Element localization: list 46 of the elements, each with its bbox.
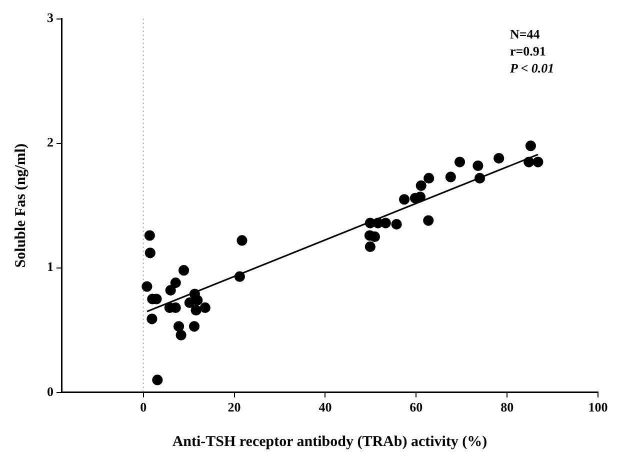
point — [200, 302, 210, 314]
point — [174, 321, 184, 332]
x-tick-label: 40 — [318, 400, 332, 415]
point — [192, 294, 203, 306]
point — [525, 140, 536, 152]
x-tick-label: 20 — [228, 400, 241, 415]
annotation: P < 0.01 — [510, 60, 554, 76]
point — [236, 235, 248, 246]
point — [380, 218, 391, 228]
point — [474, 172, 486, 184]
y-tick-label: 1 — [47, 259, 54, 274]
x-axis-title: Anti-TSH receptor antibody (TRAb) activity (%) — [172, 434, 488, 450]
point — [176, 330, 186, 340]
point — [142, 281, 152, 292]
point — [165, 284, 176, 296]
y-axis-title: Soluble Fas (ng/ml) — [12, 144, 29, 268]
point — [170, 278, 181, 288]
point — [472, 160, 484, 172]
point — [423, 215, 434, 226]
point — [364, 241, 376, 252]
point — [188, 321, 200, 332]
point — [190, 304, 202, 316]
x-tick-label: 60 — [410, 400, 423, 415]
x-tick-label: 80 — [500, 400, 514, 415]
point — [416, 180, 426, 191]
point — [178, 265, 190, 276]
annotation: r=0.91 — [510, 44, 546, 59]
point — [399, 194, 410, 205]
point — [454, 156, 466, 168]
point — [144, 230, 156, 241]
point — [532, 156, 544, 168]
point — [424, 172, 434, 184]
point — [391, 218, 402, 230]
x-tick-label: 100 — [588, 400, 608, 415]
point — [494, 152, 504, 164]
x-tick-label: 0 — [140, 400, 147, 415]
point — [144, 248, 156, 258]
point — [524, 156, 534, 168]
y-tick-label: 0 — [47, 384, 54, 399]
point — [445, 172, 456, 182]
point — [234, 271, 246, 282]
annotation: N=44 — [510, 26, 540, 42]
y-tick-label: 3 — [47, 10, 54, 26]
point — [152, 374, 163, 386]
point — [146, 314, 158, 324]
y-tick-label: 2 — [47, 134, 54, 150]
